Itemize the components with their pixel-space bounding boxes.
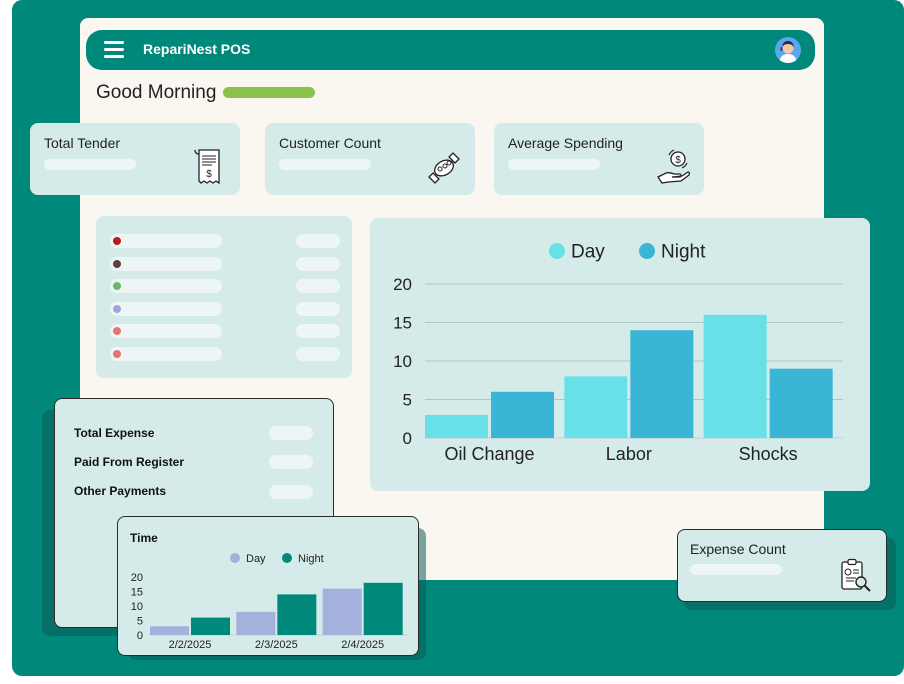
chart-title: Time <box>130 531 158 545</box>
legend-marker <box>282 553 292 563</box>
list-item[interactable] <box>110 302 340 316</box>
x-category-label: 2/2/2025 <box>169 639 212 651</box>
stat-value-placeholder <box>690 564 782 575</box>
x-category-label: Shocks <box>739 444 798 464</box>
service-chart-card: Day Night 0 5 10 15 20 Oil Change Labor Shocks <box>370 218 870 491</box>
stat-card-total-tender[interactable]: Total Tender $ <box>30 123 240 195</box>
stat-label: Total Tender <box>44 135 121 151</box>
svg-text:$: $ <box>206 169 212 180</box>
legend-label: Day <box>571 242 605 263</box>
bar-night <box>277 594 317 635</box>
bar-day <box>150 626 189 635</box>
bar-night <box>630 330 694 438</box>
money-hand-icon: $ <box>657 149 690 184</box>
stat-card-average-spending[interactable]: Average Spending $ <box>494 123 704 195</box>
expense-value-placeholder <box>269 485 313 499</box>
greeting-text: Good Morning <box>96 82 217 103</box>
bar-night <box>191 617 230 635</box>
stat-label: Customer Count <box>279 135 381 151</box>
bar-day <box>703 314 767 438</box>
list-item[interactable] <box>110 279 340 293</box>
stat-card-customer-count[interactable]: Customer Count <box>265 123 475 195</box>
stat-value-placeholder <box>44 159 136 170</box>
stat-value-placeholder <box>279 159 371 170</box>
legend-label: Night <box>298 553 324 565</box>
legend-dot <box>113 305 121 313</box>
app-title: RepariNest POS <box>143 41 251 57</box>
list-item[interactable] <box>110 324 340 338</box>
top-bar: RepariNest POS <box>86 30 815 70</box>
avatar[interactable] <box>775 37 801 63</box>
bar-day <box>564 376 628 438</box>
stat-value-placeholder <box>508 159 600 170</box>
expense-row-label: Other Payments <box>74 484 167 498</box>
y-tick-label: 20 <box>131 572 143 584</box>
y-tick-label: 15 <box>131 586 143 598</box>
y-tick-label: 5 <box>137 615 143 627</box>
list-item[interactable] <box>110 234 340 248</box>
y-tick-label: 20 <box>393 275 412 294</box>
y-tick-label: 5 <box>403 390 412 409</box>
bar-day <box>236 611 276 635</box>
expense-value-placeholder <box>269 455 313 469</box>
service-bar-chart: Day Night 0 5 10 15 20 Oil Change Labor Shocks <box>393 242 843 464</box>
expense-value-placeholder <box>269 426 313 440</box>
legend-marker <box>230 553 240 563</box>
list-item[interactable] <box>110 257 340 271</box>
x-category-label: Oil Change <box>444 444 534 464</box>
time-chart-card: Time Day Night 0 5 10 15 20 2/2/2025 2/3/2025 2/4… <box>117 516 419 656</box>
legend-label: Night <box>661 242 706 263</box>
expense-count-card[interactable]: Expense Count <box>677 529 887 602</box>
expense-row-label: Paid From Register <box>74 455 185 469</box>
bar-day <box>425 414 488 438</box>
menu-icon[interactable] <box>104 41 124 58</box>
legend-dot <box>113 327 121 335</box>
stat-label: Average Spending <box>508 135 623 151</box>
legend-marker <box>639 243 655 259</box>
legend-dot <box>113 260 121 268</box>
y-tick-label: 0 <box>137 630 143 642</box>
time-bar-chart: Day Night 0 5 10 15 20 2/2/2025 2/3/2025 2/4/2025 <box>131 553 408 651</box>
bar-day <box>322 588 362 635</box>
clipboard-search-icon <box>841 558 871 592</box>
bar-night <box>769 368 833 438</box>
legend-dot <box>113 237 121 245</box>
expense-row-label: Total Expense <box>74 426 155 440</box>
handshake-icon <box>428 152 460 184</box>
svg-text:$: $ <box>675 155 681 166</box>
stat-label: Expense Count <box>690 541 786 557</box>
x-category-label: 2/3/2025 <box>255 639 298 651</box>
list-item[interactable] <box>110 347 340 361</box>
bar-night <box>363 582 403 635</box>
legend-dot <box>113 282 121 290</box>
legend-label: Day <box>246 553 266 565</box>
y-tick-label: 10 <box>393 352 412 371</box>
y-tick-label: 10 <box>131 601 143 613</box>
legend-dot <box>113 350 121 358</box>
receipt-icon: $ <box>194 149 220 185</box>
legend-marker <box>549 243 565 259</box>
y-tick-label: 0 <box>403 429 412 448</box>
x-category-label: Labor <box>606 444 652 464</box>
x-category-label: 2/4/2025 <box>341 639 384 651</box>
y-tick-label: 15 <box>393 313 412 332</box>
greeting-bar <box>223 87 315 98</box>
bar-night <box>491 391 554 438</box>
category-list-panel <box>96 216 352 378</box>
